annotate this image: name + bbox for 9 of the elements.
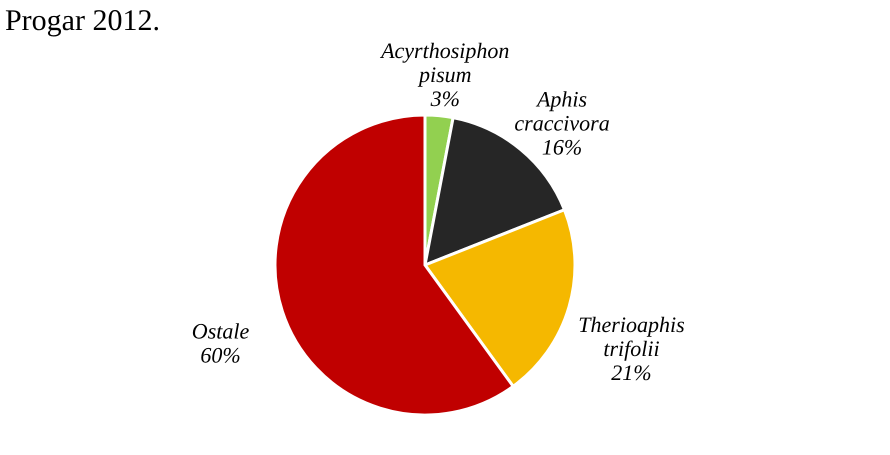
slice-label: Acyrthosiphon pisum xyxy=(379,38,510,87)
slice-label: Ostale xyxy=(192,318,250,344)
data-label: 16% xyxy=(542,134,582,160)
data-label: 21% xyxy=(611,360,652,385)
data-label: 3% xyxy=(430,86,460,111)
chart-title: Progar 2012. xyxy=(5,4,160,37)
slice-label: Therioaphis trifolii xyxy=(578,312,685,361)
data-label: 60% xyxy=(200,342,241,368)
slice-label: Aphis craccivora xyxy=(514,86,610,136)
